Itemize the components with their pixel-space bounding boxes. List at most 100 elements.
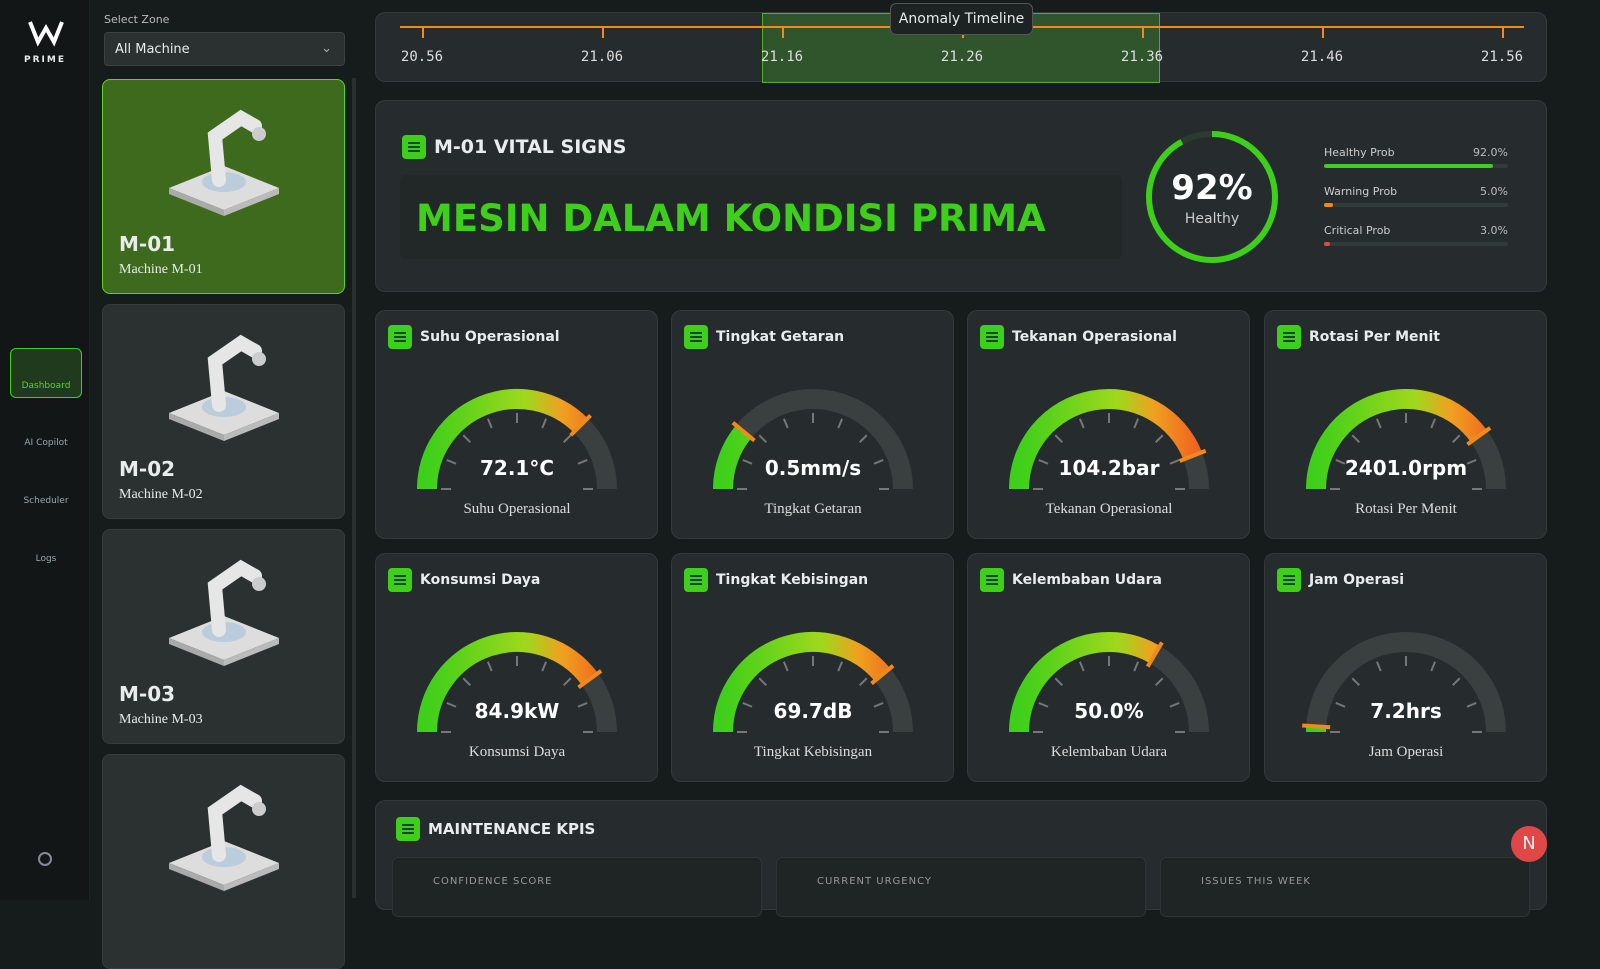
scrollbar[interactable]	[352, 78, 356, 898]
gauge-tick	[1080, 419, 1084, 428]
prob-value: 92.0%	[1458, 146, 1508, 159]
app: PRIME Dashboard AI Copilot Scheduler Log…	[0, 0, 1600, 900]
timeline-label: 21.36	[1102, 49, 1182, 65]
gauge-tick	[1467, 460, 1476, 464]
machine-id: M-03	[119, 682, 175, 706]
gauge-tick	[1055, 678, 1062, 685]
gauge-value: 69.7dB	[774, 699, 853, 723]
gauge-tick	[743, 703, 752, 707]
gauge-tick	[542, 662, 546, 671]
gauge-value: 104.2bar	[1059, 456, 1160, 480]
gauge-tick	[1080, 662, 1084, 671]
machine-card[interactable]	[102, 754, 345, 969]
nav-item[interactable]: AI Copilot	[10, 406, 82, 456]
icon	[396, 817, 420, 841]
gauge-fill	[723, 432, 744, 489]
prob-track	[1324, 242, 1508, 246]
gauge-value: 2401.0rpm	[1345, 456, 1467, 480]
machine-id: M-02	[119, 457, 175, 481]
gauge-tick	[1156, 678, 1163, 685]
nav-item[interactable]: Scheduler	[10, 464, 82, 514]
machine-name: Machine M-01	[119, 262, 203, 278]
timeline-label: 20.56	[382, 49, 462, 65]
gauge: 2401.0rpm Rotasi Per Menit	[1265, 311, 1548, 540]
kpi-title: CURRENT URGENCY	[817, 876, 932, 887]
prob-value: 5.0%	[1458, 185, 1508, 198]
gauge-tick	[838, 419, 842, 428]
gauge-tick	[1431, 419, 1435, 428]
kpi-card: CURRENT URGENCY	[776, 857, 1146, 917]
gauge-tick	[1352, 678, 1359, 685]
nav-item[interactable]: Logs	[10, 522, 82, 572]
gauge-tick	[578, 703, 587, 707]
gauge-value: 72.1°C	[480, 456, 554, 480]
gauge-tick	[1336, 460, 1345, 464]
zone-value: All Machine	[115, 42, 190, 57]
gauge-tick	[1039, 703, 1048, 707]
gauge-value: 0.5mm/s	[765, 456, 861, 480]
timeline-title: Anomaly Timeline	[890, 3, 1033, 35]
zone-label: Select Zone	[104, 13, 169, 26]
prob-bar	[1324, 203, 1333, 207]
timeline-tick	[1502, 26, 1504, 38]
gauge-tick	[784, 419, 788, 428]
health-caption: Healthy	[1185, 211, 1239, 227]
gauge-tick	[759, 678, 766, 685]
settings[interactable]	[38, 852, 52, 866]
gauge-tick	[1352, 435, 1359, 442]
gauge-tick	[488, 662, 492, 671]
kpi-card: ISSUES THIS WEEK	[1160, 857, 1530, 917]
gauge-tick	[874, 703, 883, 707]
maintenance-title: MAINTENANCE KPIS	[428, 820, 595, 838]
gauge-tick	[542, 419, 546, 428]
gauge-caption: Tingkat Kebisingan	[754, 744, 873, 760]
gauge-tick	[1467, 703, 1476, 707]
gauge-value: 50.0%	[1074, 699, 1143, 723]
timeline-tick	[782, 26, 784, 38]
sidebar: PRIME Dashboard AI Copilot Scheduler Log…	[0, 0, 90, 900]
gauge-tick	[874, 460, 883, 464]
zone-select[interactable]: All Machine⌄	[104, 32, 345, 66]
gauge: 69.7dB Tingkat Kebisingan	[672, 554, 955, 783]
gauge-caption: Konsumsi Daya	[469, 744, 566, 760]
nav-item[interactable]: Dashboard	[10, 348, 82, 398]
prob-name: Warning Prob	[1324, 185, 1397, 198]
gauge-tick	[1134, 662, 1138, 671]
gauge-tick	[1170, 460, 1179, 464]
gauge-tick	[1453, 678, 1460, 685]
gauge-tick	[1377, 662, 1381, 671]
timeline-label: 21.16	[742, 49, 822, 65]
timeline-label: 21.26	[922, 49, 1002, 65]
timeline-label: 21.56	[1462, 49, 1542, 65]
vital-panel: M-01 VITAL SIGNS MESIN DALAM KONDISI PRI…	[375, 100, 1547, 292]
gauge-tick	[488, 419, 492, 428]
avatar[interactable]: N	[1511, 826, 1547, 862]
gauge-tick	[860, 678, 867, 685]
gauge-tick	[860, 435, 867, 442]
brand: PRIME	[0, 55, 90, 65]
machine-card[interactable]: M-01 Machine M-01	[102, 79, 345, 294]
gauge-caption: Rotasi Per Menit	[1355, 501, 1457, 517]
status-box: MESIN DALAM KONDISI PRIMA	[400, 175, 1122, 259]
gauge-tick	[1170, 703, 1179, 707]
prob-track	[1324, 203, 1508, 207]
timeline-tick	[602, 26, 604, 38]
gauge-tick	[759, 435, 766, 442]
status-text: MESIN DALAM KONDISI PRIMA	[416, 197, 1046, 240]
machine-id: M-01	[119, 232, 175, 256]
prob-name: Healthy Prob	[1324, 146, 1395, 159]
gauge-tick	[1377, 419, 1381, 428]
gauge-tick	[463, 678, 470, 685]
